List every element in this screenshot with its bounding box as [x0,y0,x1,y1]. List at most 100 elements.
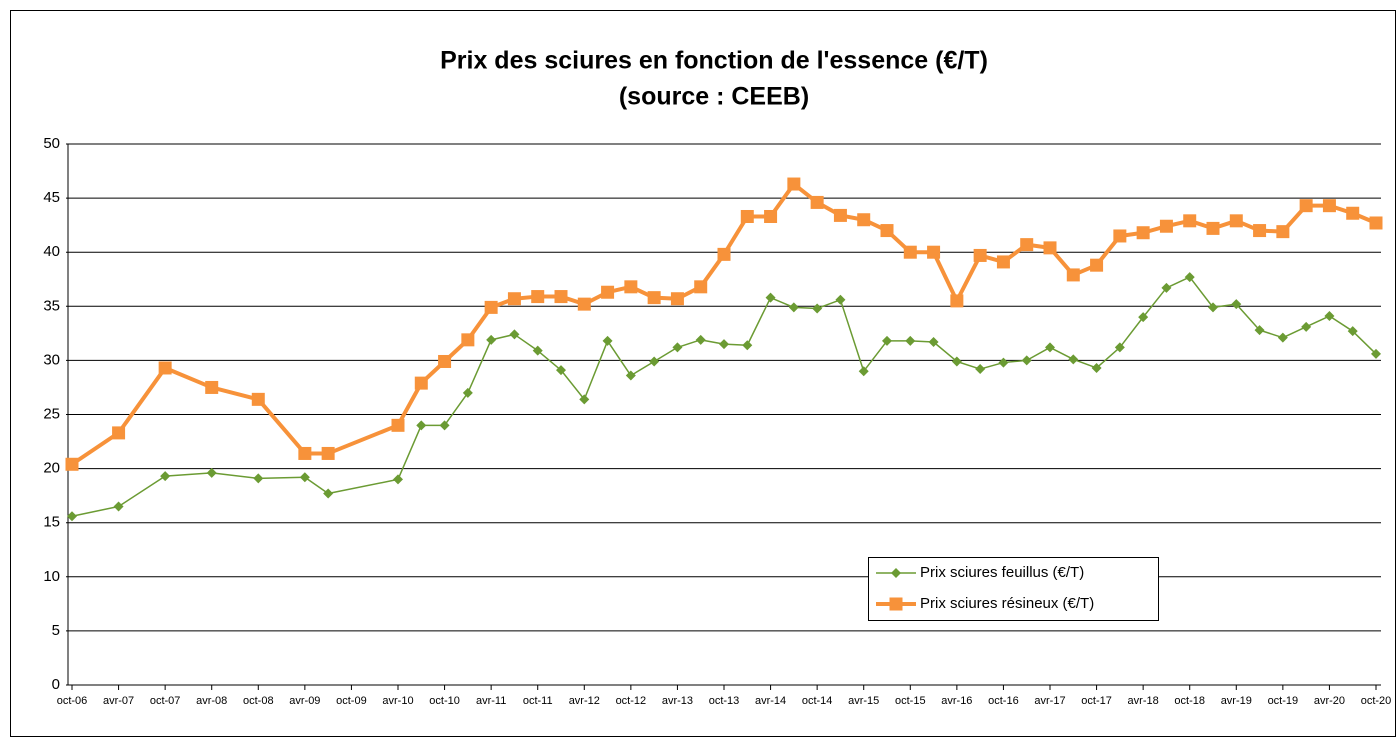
x-tick-label: avr-09 [289,695,320,707]
data-point [532,345,543,356]
data-point [695,334,706,345]
y-tick-label: 5 [52,622,60,639]
data-point [1159,219,1173,233]
data-point [670,292,684,306]
data-point [1301,321,1312,332]
data-point [905,335,916,346]
data-point [765,292,776,303]
data-point [556,365,566,376]
y-tick-label: 15 [43,514,60,531]
data-point [507,292,521,306]
data-point [882,335,892,346]
x-tick-label: avr-19 [1221,695,1252,707]
data-point [391,418,405,432]
x-tick-label: oct-08 [243,695,274,707]
data-point [160,471,171,482]
legend-marker [891,568,901,578]
data-point [414,376,428,390]
data-point [554,290,568,304]
data-point [717,247,731,261]
data-point [393,474,403,485]
legend-label: Prix sciures résineux (€/T) [920,595,1094,612]
data-point [509,329,520,340]
data-point [461,333,475,347]
x-tick-label: oct-11 [523,695,553,707]
x-tick-label: oct-16 [988,695,1019,707]
data-point [579,394,590,405]
data-point [298,446,312,460]
chart-subtitle: (source : CEEB) [619,83,809,111]
data-point [602,335,613,346]
data-point [531,290,545,304]
data-point [672,342,683,353]
x-tick-label: avr-13 [662,695,693,707]
data-point [998,357,1009,368]
data-point [67,511,77,522]
data-point [996,255,1010,269]
data-point [1138,312,1149,323]
x-tick-label: oct-20 [1361,695,1392,707]
data-point [880,224,894,238]
data-point [857,213,871,227]
x-tick-label: oct-12 [616,695,647,707]
data-point [858,366,869,377]
x-tick-label: avr-07 [103,695,134,707]
data-point [1371,348,1381,359]
x-tick-label: oct-18 [1174,695,1205,707]
data-point [903,245,917,259]
data-point [1045,342,1055,353]
x-tick-label: oct-17 [1081,695,1112,707]
x-tick-label: oct-10 [429,695,460,707]
data-point [1020,238,1034,252]
data-point [833,208,847,222]
legend-label: Prix sciures feuillus (€/T) [920,564,1084,581]
data-point [647,291,661,305]
data-point [1183,214,1197,228]
data-point [1347,326,1358,337]
data-point [1184,272,1195,283]
data-point [1136,226,1150,240]
legend-box [868,557,1159,621]
data-point [973,248,987,262]
data-point [624,280,638,294]
data-point [788,302,799,313]
data-point [205,380,219,394]
data-point [1068,354,1079,365]
y-tick-label: 25 [43,405,60,422]
data-point [1276,225,1290,239]
data-point [975,364,986,375]
data-point [1043,241,1057,255]
x-tick-label: avr-17 [1034,695,1065,707]
y-tick-label: 40 [43,243,60,260]
data-point [206,467,217,478]
data-point [694,280,708,294]
data-point [1322,199,1336,213]
data-point [1324,311,1335,322]
x-tick-label: avr-08 [196,695,227,707]
data-point [1229,214,1243,228]
data-point [719,339,729,350]
data-point [462,387,473,398]
data-point [486,334,497,345]
x-tick-label: avr-14 [755,695,786,707]
data-point [416,420,427,431]
data-point [1231,299,1242,310]
legend: Prix sciures feuillus (€/T) Prix sciures … [868,557,1159,621]
plot-area [65,177,1383,522]
x-tick-label: avr-18 [1128,695,1159,707]
y-tick-label: 50 [43,135,60,152]
x-tick-label: oct-14 [802,695,833,707]
data-point [1114,342,1125,353]
data-point [812,303,823,314]
x-tick-label: avr-15 [848,695,879,707]
data-point [1206,221,1220,235]
data-point [321,446,335,460]
data-point [787,177,801,191]
data-point [764,209,778,223]
x-tick-label: avr-16 [941,695,972,707]
chart-frame [10,10,1396,737]
data-point [158,361,172,375]
x-tick-label: oct-06 [57,695,88,707]
data-point [835,294,846,305]
data-point [65,457,79,471]
